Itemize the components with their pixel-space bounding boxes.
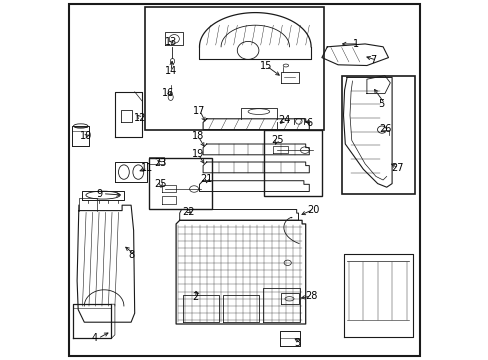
- Text: 9: 9: [96, 189, 102, 199]
- Text: 20: 20: [306, 204, 319, 215]
- Bar: [341, 76, 415, 194]
- Text: 19: 19: [191, 149, 203, 159]
- Text: 3: 3: [294, 338, 300, 348]
- Text: 24: 24: [277, 114, 290, 125]
- Text: 2: 2: [192, 292, 198, 302]
- Text: 7: 7: [369, 55, 375, 65]
- Text: 18: 18: [191, 131, 203, 141]
- Text: 14: 14: [164, 66, 177, 76]
- Text: 26: 26: [378, 124, 390, 134]
- Text: 16: 16: [162, 88, 174, 98]
- Text: 15: 15: [260, 61, 272, 71]
- Text: 11: 11: [141, 163, 153, 173]
- Text: 13: 13: [164, 37, 177, 48]
- Text: 10: 10: [80, 131, 92, 141]
- Text: 5: 5: [378, 99, 384, 109]
- Text: 6: 6: [306, 118, 312, 128]
- Bar: [145, 7, 323, 130]
- Text: 25: 25: [154, 179, 167, 189]
- Text: 17: 17: [193, 106, 205, 116]
- Text: 21: 21: [200, 174, 212, 184]
- Bar: [149, 158, 212, 209]
- Text: 25: 25: [270, 135, 283, 145]
- Text: 12: 12: [133, 113, 146, 123]
- Text: 4: 4: [91, 333, 98, 343]
- Text: 22: 22: [182, 207, 195, 217]
- Text: 8: 8: [128, 250, 134, 260]
- Text: 23: 23: [153, 158, 166, 168]
- Text: 27: 27: [390, 163, 403, 173]
- Text: 1: 1: [352, 39, 358, 49]
- Bar: [264, 130, 321, 196]
- Text: 28: 28: [305, 291, 317, 301]
